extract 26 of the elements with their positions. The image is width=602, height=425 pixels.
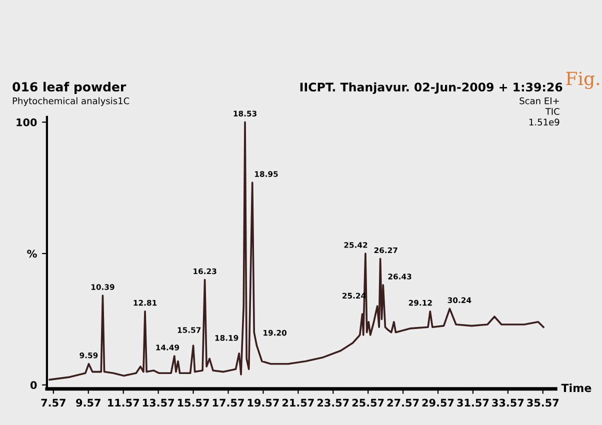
x-tick-label: 33.57	[492, 398, 524, 407]
y-tick-label: 0	[30, 381, 37, 390]
text: TIC	[545, 108, 560, 115]
y-tick-label: 100	[16, 118, 37, 126]
x-tick-label: 35.57	[527, 398, 559, 407]
annotation: 1.51e9	[529, 118, 560, 126]
y-tick-label: %	[27, 250, 37, 258]
text: Scan EI+	[520, 97, 559, 104]
text: Fig.	[566, 72, 600, 90]
x-tick-label: 7.57	[41, 398, 66, 407]
x-tick-label: 27.57	[387, 398, 419, 407]
x-tick-label: 13.57	[143, 398, 174, 407]
x-tick-label: 9.57	[76, 398, 100, 407]
x-tick-label: 15.57	[178, 398, 209, 407]
x-tick-label: 11.57	[108, 398, 139, 407]
x-axis-title: Time	[561, 384, 592, 392]
x-tick-label: 17.57	[212, 398, 244, 407]
x-tick-label: 29.57	[422, 398, 454, 407]
x-tick-label: 21.57	[282, 398, 314, 407]
text: IICPT. Thanjavur. 02-Jun-2009 + 1:39:26	[300, 82, 562, 94]
chart-title: 016 leaf powder	[12, 82, 126, 94]
x-tick-label: 19.57	[248, 398, 279, 407]
x-tick-label: 25.57	[352, 398, 384, 407]
x-tick-label: 31.57	[457, 398, 489, 407]
chart-subtitle: Phytochemical analysis1C	[12, 97, 130, 106]
x-tick-label: 23.57	[317, 398, 349, 407]
